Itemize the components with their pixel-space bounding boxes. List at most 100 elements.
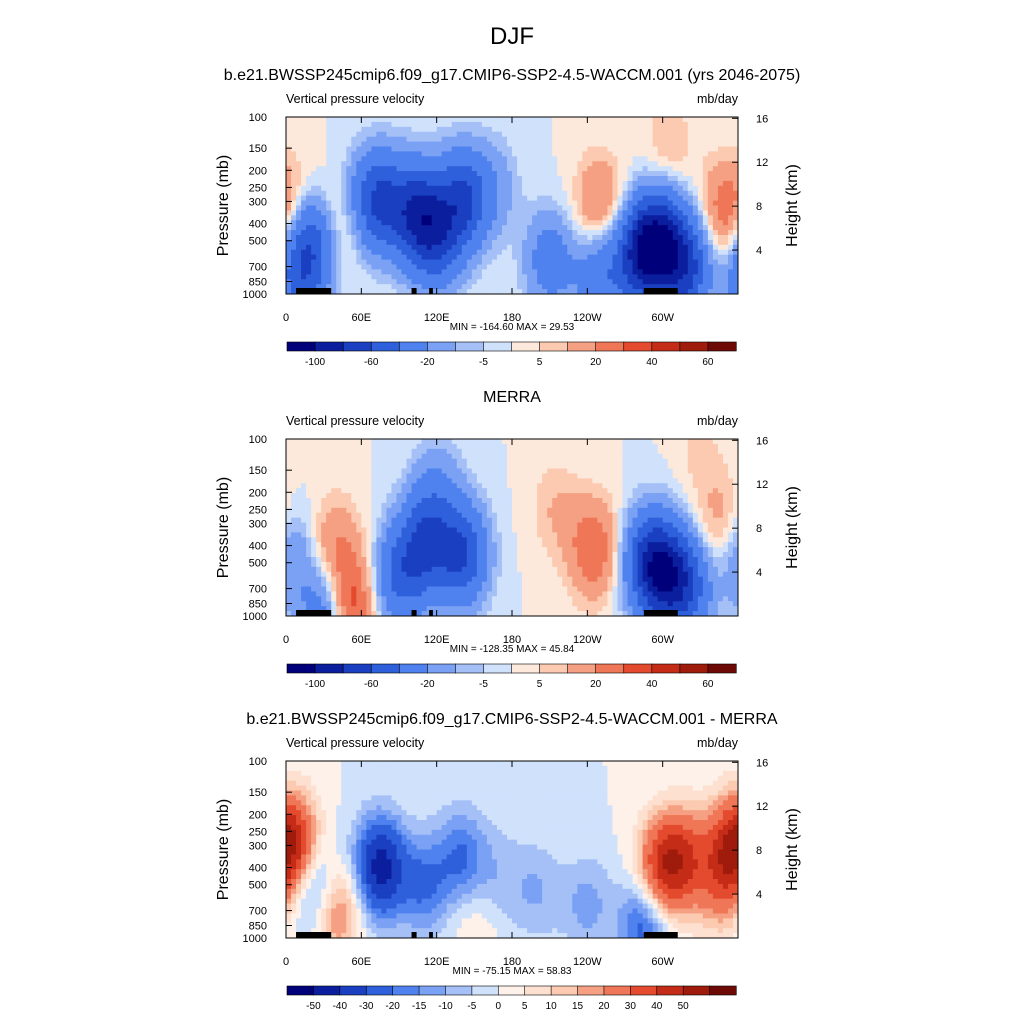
heatmap-cell — [632, 230, 638, 236]
heatmap-cell — [331, 171, 337, 177]
heatmap-cell — [416, 468, 422, 474]
heatmap-cell — [341, 215, 347, 221]
heatmap-cell — [346, 254, 352, 260]
heatmap-cell — [537, 274, 543, 280]
heatmap-cell — [446, 264, 453, 270]
heatmap-cell — [692, 522, 699, 528]
heatmap-cell — [451, 458, 458, 464]
heatmap-cell — [326, 161, 332, 167]
heatmap-cell — [321, 161, 327, 167]
heatmap-cell — [396, 121, 402, 128]
x-tick-label: 120E — [424, 312, 450, 324]
heatmap-cell — [356, 483, 362, 489]
heatmap-cell — [532, 141, 538, 147]
heatmap-cell — [527, 478, 533, 484]
heatmap-cell — [662, 512, 669, 519]
heatmap-cell — [326, 117, 332, 123]
heatmap-cell — [396, 522, 402, 528]
heatmap-cell — [567, 274, 573, 280]
heatmap-cell — [577, 498, 583, 504]
heatmap-cell — [557, 448, 563, 455]
heatmap-cell — [557, 166, 563, 172]
heatmap-cell — [481, 215, 488, 221]
heatmap-cell — [431, 131, 438, 138]
heatmap-cell — [486, 131, 493, 138]
heatmap-cell — [471, 239, 478, 246]
heatmap-cell — [456, 146, 463, 152]
heatmap-cell — [532, 151, 538, 157]
heatmap-cell — [582, 200, 588, 206]
heatmap-cell — [466, 249, 473, 256]
heatmap-cell — [316, 264, 322, 270]
heatmap-cell — [577, 239, 583, 246]
heatmap-cell — [436, 522, 443, 528]
heatmap-cell — [401, 200, 407, 206]
heatmap-cell — [632, 200, 638, 206]
heatmap-cell — [652, 473, 659, 479]
heatmap-cell — [376, 151, 382, 157]
heatmap-cell — [491, 249, 498, 256]
heatmap-cell — [717, 230, 724, 236]
heatmap-cell — [451, 443, 458, 450]
heatmap-cell — [717, 488, 724, 494]
heatmap-cell — [441, 117, 448, 123]
heatmap-cell — [341, 453, 347, 460]
heatmap-cell — [577, 166, 583, 172]
heatmap-cell — [587, 141, 593, 147]
heatmap-cell — [416, 126, 422, 133]
heatmap-cell — [401, 176, 407, 182]
heatmap-cell — [672, 220, 679, 226]
heatmap-cell — [331, 269, 337, 275]
heatmap-cell — [456, 239, 463, 246]
heatmap-cell — [386, 453, 392, 460]
heatmap-cell — [456, 507, 463, 514]
heatmap-cell — [326, 453, 332, 460]
heatmap-cell — [501, 225, 508, 231]
heatmap-cell — [512, 126, 518, 133]
heatmap-cell — [426, 151, 433, 157]
heatmap-cell — [592, 289, 598, 295]
heatmap-cell — [361, 126, 367, 133]
heatmap-cell — [712, 230, 719, 236]
heatmap-cell — [627, 493, 633, 499]
heatmap-cell — [296, 151, 302, 157]
heatmap-cell — [642, 176, 648, 182]
heatmap-cell — [522, 156, 528, 162]
heatmap-cell — [687, 439, 694, 445]
heatmap-cell — [466, 254, 473, 260]
heatmap-cell — [431, 254, 438, 260]
heatmap-cell — [501, 478, 508, 484]
heatmap-cell — [501, 235, 508, 241]
heatmap-cell — [331, 453, 337, 460]
heatmap-cell — [612, 458, 618, 464]
heatmap-cell — [687, 185, 694, 192]
heatmap-cell — [682, 483, 689, 489]
heatmap-cell — [286, 235, 292, 241]
heatmap-cell — [356, 166, 362, 172]
heatmap-cell — [421, 190, 428, 197]
heatmap-cell — [622, 502, 628, 509]
heatmap-cell — [366, 463, 372, 469]
heatmap-cell — [331, 289, 337, 295]
heatmap-cell — [652, 185, 659, 192]
heatmap-cell — [722, 488, 729, 494]
heatmap-cell — [697, 210, 704, 216]
heatmap-cell — [496, 522, 503, 528]
heatmap-cell — [341, 507, 347, 514]
heatmap-cell — [712, 235, 719, 241]
heatmap-cell — [431, 468, 438, 474]
heatmap-cell — [672, 141, 679, 147]
heatmap-cell — [612, 473, 618, 479]
heatmap-cell — [446, 136, 453, 142]
heatmap-cell — [501, 259, 508, 265]
heatmap-cell — [361, 527, 367, 533]
heatmap-cell — [712, 254, 719, 260]
heatmap-cell — [446, 439, 453, 445]
heatmap-cell — [647, 249, 654, 256]
heatmap-cell — [296, 274, 302, 280]
heatmap-cell — [727, 195, 734, 201]
heatmap-cell — [426, 239, 433, 246]
heatmap-cell — [351, 468, 357, 474]
heatmap-cell — [356, 473, 362, 479]
heatmap-cell — [311, 121, 317, 128]
